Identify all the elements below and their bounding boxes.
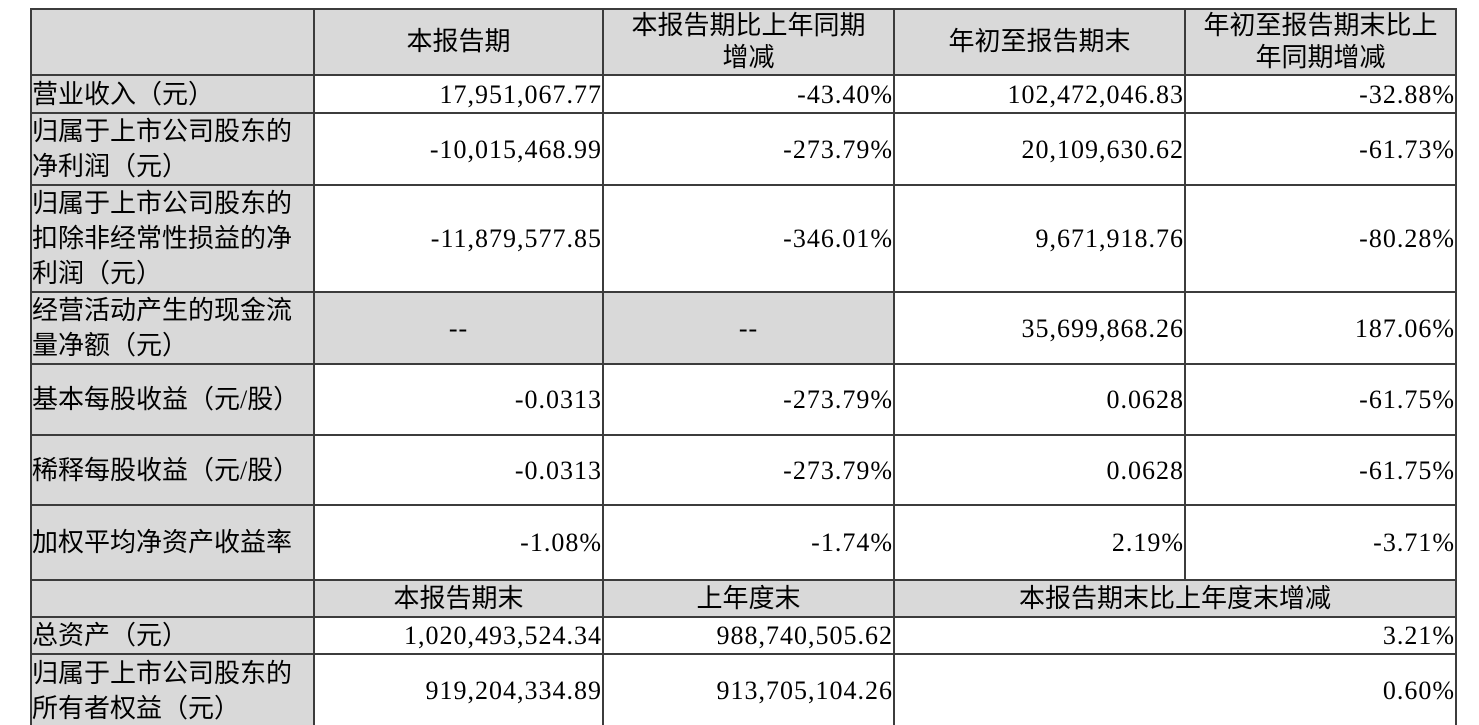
row-weighted-avg-roe: 加权平均净资产收益率 -1.08% -1.74% 2.19% -3.71%	[30, 504, 1457, 581]
diluted-eps-ytd-vs-prior: -61.75%	[1184, 434, 1457, 506]
shareholders-equity-label: 归属于上市公司股东的所有者权益（元）	[30, 653, 315, 725]
weighted-avg-roe-ytd: 2.19%	[893, 504, 1186, 581]
operating-revenue-ytd-vs-prior: -32.88%	[1184, 74, 1457, 114]
weighted-avg-roe-current-period: -1.08%	[313, 504, 604, 581]
primary-header-row: 本报告期 本报告期比上年同期增减 年初至报告期末 年初至报告期末比上年同期增减	[30, 8, 1457, 76]
row-operating-revenue: 营业收入（元） 17,951,067.77 -43.40% 102,472,04…	[30, 74, 1457, 114]
operating-cash-flow-label: 经营活动产生的现金流量净额（元）	[30, 291, 315, 365]
row-basic-eps: 基本每股收益（元/股） -0.0313 -273.79% 0.0628 -61.…	[30, 363, 1457, 436]
operating-revenue-current-period: 17,951,067.77	[313, 74, 604, 114]
net-profit-current-period: -10,015,468.99	[313, 112, 604, 186]
basic-eps-current-vs-prior: -273.79%	[602, 363, 895, 436]
operating-revenue-ytd: 102,472,046.83	[893, 74, 1186, 114]
weighted-avg-roe-current-vs-prior: -1.74%	[602, 504, 895, 581]
operating-cash-flow-ytd-vs-prior: 187.06%	[1184, 291, 1457, 365]
basic-eps-label: 基本每股收益（元/股）	[30, 363, 315, 436]
diluted-eps-ytd: 0.0628	[893, 434, 1186, 506]
net-profit-excl-nonrecurring-ytd: 9,671,918.76	[893, 184, 1186, 293]
col-header-prior-year-end: 上年度末	[602, 579, 895, 618]
row-net-profit: 归属于上市公司股东的净利润（元） -10,015,468.99 -273.79%…	[30, 112, 1457, 186]
shareholders-equity-period-end: 919,204,334.89	[313, 653, 604, 725]
net-profit-excl-nonrecurring-current-vs-prior: -346.01%	[602, 184, 895, 293]
col-header-period-end: 本报告期末	[313, 579, 604, 618]
operating-cash-flow-current-vs-prior: --	[602, 291, 895, 365]
secondary-corner-cell	[30, 579, 315, 618]
basic-eps-ytd-vs-prior: -61.75%	[1184, 363, 1457, 436]
total-assets-label: 总资产（元）	[30, 616, 315, 655]
col-header-ytd: 年初至报告期末	[893, 8, 1186, 76]
total-assets-period-end: 1,020,493,524.34	[313, 616, 604, 655]
net-profit-excl-nonrecurring-current-period: -11,879,577.85	[313, 184, 604, 293]
row-diluted-eps: 稀释每股收益（元/股） -0.0313 -273.79% 0.0628 -61.…	[30, 434, 1457, 506]
col-header-ytd-vs-prior-label: 年初至报告期末比上年同期增减	[1203, 11, 1438, 72]
col-header-current-period: 本报告期	[313, 8, 604, 76]
weighted-avg-roe-label: 加权平均净资产收益率	[30, 504, 315, 581]
col-header-period-end-vs-prior-year-end: 本报告期末比上年度末增减	[893, 579, 1457, 618]
diluted-eps-label: 稀释每股收益（元/股）	[30, 434, 315, 506]
basic-eps-current-period: -0.0313	[313, 363, 604, 436]
net-profit-label: 归属于上市公司股东的净利润（元）	[30, 112, 315, 186]
net-profit-current-vs-prior: -273.79%	[602, 112, 895, 186]
weighted-avg-roe-ytd-vs-prior: -3.71%	[1184, 504, 1457, 581]
row-total-assets: 总资产（元） 1,020,493,524.34 988,740,505.62 3…	[30, 616, 1457, 655]
row-operating-cash-flow: 经营活动产生的现金流量净额（元） -- -- 35,699,868.26 187…	[30, 291, 1457, 365]
col-header-ytd-vs-prior: 年初至报告期末比上年同期增减	[1184, 8, 1457, 76]
total-assets-prior-year-end: 988,740,505.62	[602, 616, 895, 655]
total-assets-change: 3.21%	[893, 616, 1457, 655]
shareholders-equity-change: 0.60%	[893, 653, 1457, 725]
diluted-eps-current-vs-prior: -273.79%	[602, 434, 895, 506]
col-header-current-period-label: 本报告期	[406, 27, 511, 56]
operating-revenue-current-vs-prior: -43.40%	[602, 74, 895, 114]
col-header-current-vs-prior-label: 本报告期比上年同期增减	[631, 11, 866, 72]
col-header-current-vs-prior: 本报告期比上年同期增减	[602, 8, 895, 76]
diluted-eps-current-period: -0.0313	[313, 434, 604, 506]
col-header-ytd-label: 年初至报告期末	[948, 27, 1131, 56]
operating-cash-flow-ytd: 35,699,868.26	[893, 291, 1186, 365]
shareholders-equity-prior-year-end: 913,705,104.26	[602, 653, 895, 725]
net-profit-excl-nonrecurring-ytd-vs-prior: -80.28%	[1184, 184, 1457, 293]
net-profit-excl-nonrecurring-label: 归属于上市公司股东的扣除非经常性损益的净利润（元）	[30, 184, 315, 293]
financial-summary-table: 本报告期 本报告期比上年同期增减 年初至报告期末 年初至报告期末比上年同期增减 …	[30, 8, 1457, 725]
corner-cell	[30, 8, 315, 76]
net-profit-ytd: 20,109,630.62	[893, 112, 1186, 186]
row-shareholders-equity: 归属于上市公司股东的所有者权益（元） 919,204,334.89 913,70…	[30, 653, 1457, 725]
row-net-profit-excl-nonrecurring: 归属于上市公司股东的扣除非经常性损益的净利润（元） -11,879,577.85…	[30, 184, 1457, 293]
secondary-header-row: 本报告期末 上年度末 本报告期末比上年度末增减	[30, 579, 1457, 618]
basic-eps-ytd: 0.0628	[893, 363, 1186, 436]
operating-cash-flow-current-period: --	[313, 291, 604, 365]
net-profit-ytd-vs-prior: -61.73%	[1184, 112, 1457, 186]
operating-revenue-label: 营业收入（元）	[30, 74, 315, 114]
